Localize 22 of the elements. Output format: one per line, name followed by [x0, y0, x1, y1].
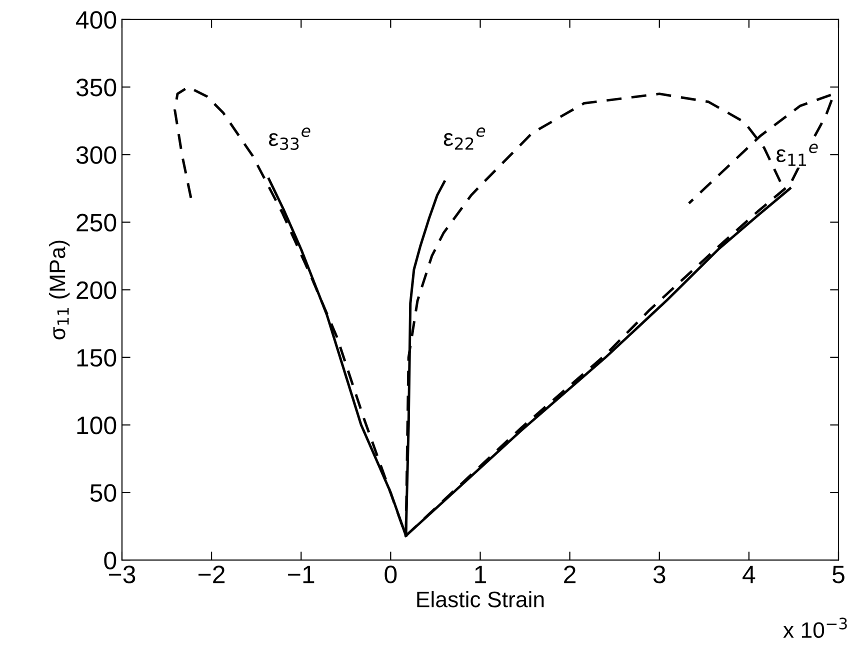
y-axis-title: σ$_{11}$ (MPa)	[48, 240, 70, 340]
x-tick-label: 1	[475, 566, 486, 584]
x-tick-label: 4	[742, 566, 756, 584]
y-tick-label: 100	[77, 416, 116, 434]
x-tick-label: −1	[288, 566, 314, 584]
text: x 10$^{−3}$	[783, 618, 847, 638]
annotation: ε$_{22}$$^{e}$	[444, 127, 486, 150]
x-tick-label: 3	[653, 566, 666, 584]
x-tick-label: 2	[564, 566, 576, 584]
annotation: ε$_{11}$$^{e}$	[776, 144, 818, 166]
y-tick-label: 350	[76, 78, 116, 96]
y-tick-label: 250	[76, 214, 116, 232]
y-tick-label: 150	[77, 348, 116, 367]
x-tick-label: 0	[384, 566, 397, 584]
x-tick-label: 5	[832, 566, 844, 584]
y-tick-label: 50	[90, 484, 116, 502]
y-tick-label: 300	[76, 146, 116, 164]
x-axis-title: Elastic Strain	[417, 591, 544, 608]
x-tick-label: −2	[198, 566, 225, 584]
y-tick-label: 200	[76, 281, 116, 300]
annotation: ε$_{33}$$^{e}$	[268, 128, 310, 150]
y-tick-label: 400	[76, 11, 116, 29]
